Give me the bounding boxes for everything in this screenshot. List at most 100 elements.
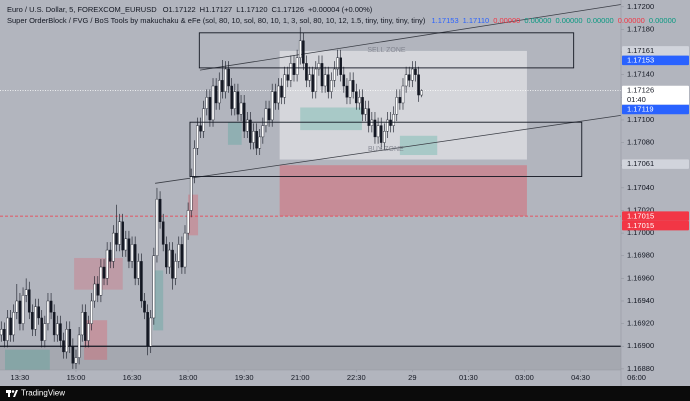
indicator-value: 1.17153 <box>432 16 459 25</box>
candle-body <box>199 125 202 132</box>
candle-body <box>217 80 221 104</box>
x-tick-label: 19:30 <box>235 373 254 382</box>
shaded-box <box>227 122 242 145</box>
candle-body <box>65 329 68 353</box>
candle-body <box>311 74 314 92</box>
indicator-value: 1.17110 <box>463 16 490 25</box>
y-tick-label: 1.17140 <box>627 70 654 79</box>
candle-body <box>152 255 156 319</box>
candle-body <box>12 312 15 336</box>
x-tick-label: 03:00 <box>515 373 534 382</box>
candle-body <box>354 91 358 104</box>
candle-body <box>208 97 212 121</box>
shaded-box <box>153 270 164 331</box>
y-tick-label: 1.17180 <box>627 24 654 33</box>
candle-body <box>18 300 22 324</box>
logo-part <box>13 390 18 397</box>
candle-body <box>108 249 112 262</box>
candle-body <box>386 119 389 132</box>
indicator-name: Super OrderBlock / FVG / BoS Tools by ma… <box>7 16 426 25</box>
trend-line <box>199 4 622 71</box>
boxes-layer <box>0 50 621 370</box>
candle-body <box>261 125 265 138</box>
candle-body <box>221 80 224 92</box>
chart-background <box>0 0 690 386</box>
candle-body <box>105 249 109 279</box>
candle-body <box>336 57 339 70</box>
candle-body <box>99 266 103 296</box>
zone-box <box>198 32 575 69</box>
shaded-box <box>4 349 50 370</box>
candle-body <box>252 131 255 143</box>
candle-body <box>49 300 53 313</box>
candle-body <box>417 74 420 96</box>
candle-body <box>171 249 174 279</box>
candle-body <box>46 300 50 324</box>
candle-body <box>239 102 243 115</box>
candle-body <box>358 97 361 104</box>
candle-body <box>43 323 47 341</box>
candle-body <box>389 119 392 126</box>
candle-body <box>333 68 336 81</box>
candle-body <box>411 68 414 81</box>
candle-body <box>420 90 423 96</box>
candle-body <box>270 91 274 121</box>
candle-body <box>196 125 199 149</box>
candle-body <box>326 74 330 92</box>
footer-brand: TradingView <box>21 389 65 398</box>
candle-body <box>414 68 417 75</box>
candle-body <box>177 244 181 262</box>
candle-body <box>211 85 215 121</box>
shaded-box <box>188 194 199 236</box>
price-tag-label: 1.17126 <box>627 86 654 95</box>
shaded-box <box>84 320 108 360</box>
candle-body <box>115 232 118 245</box>
indicator-legend: Super OrderBlock / FVG / BoS Tools by ma… <box>7 16 676 25</box>
candle-body <box>9 317 12 336</box>
lines-layer <box>0 4 622 347</box>
price-tag <box>622 159 689 169</box>
candle-body <box>376 125 380 138</box>
candle-body <box>161 221 165 245</box>
price-tag <box>622 55 689 66</box>
y-tick-label: 1.17020 <box>627 205 654 214</box>
candle-body <box>286 74 290 81</box>
indicator-value: 0.00000 <box>524 16 551 25</box>
candles-layer <box>0 27 423 369</box>
y-tick-label: 1.17200 <box>627 2 654 11</box>
candle-body <box>56 323 59 336</box>
candle-body <box>205 97 209 109</box>
candle-body <box>292 63 296 75</box>
candle-body <box>214 85 218 104</box>
candle-body <box>383 131 386 143</box>
zone-label: SELL ZONE <box>367 47 406 54</box>
candle-body <box>15 300 19 313</box>
ohlc-value: L1.17120 <box>236 5 267 14</box>
candle-body <box>80 312 84 336</box>
candle-body <box>330 80 333 92</box>
candle-body <box>168 249 171 268</box>
candle-body <box>364 108 367 115</box>
y-tick-label: 1.16940 <box>627 296 654 305</box>
candle-body <box>174 261 177 279</box>
candle-body <box>165 244 168 268</box>
x-tick-label: 22:30 <box>347 373 366 382</box>
candle-body <box>127 238 131 262</box>
y-tick-label: 1.16980 <box>627 251 654 260</box>
candle-body <box>267 108 271 121</box>
candle-body <box>96 283 100 296</box>
price-countdown: 01:40 <box>627 95 646 104</box>
candle-body <box>255 131 258 149</box>
ohlc-value: O1.17122 <box>163 5 196 14</box>
candle-body <box>186 210 190 234</box>
candle-body <box>77 334 81 358</box>
ohlc-value: +0.00004 (+0.00%) <box>308 5 373 14</box>
logo-part <box>8 390 10 397</box>
trend-line <box>155 115 622 184</box>
y-tick-label: 1.16960 <box>627 273 654 282</box>
price-tag-label: 1.17061 <box>627 159 654 168</box>
candle-body <box>317 63 321 70</box>
zone-label: BUY ZONE <box>368 146 404 153</box>
